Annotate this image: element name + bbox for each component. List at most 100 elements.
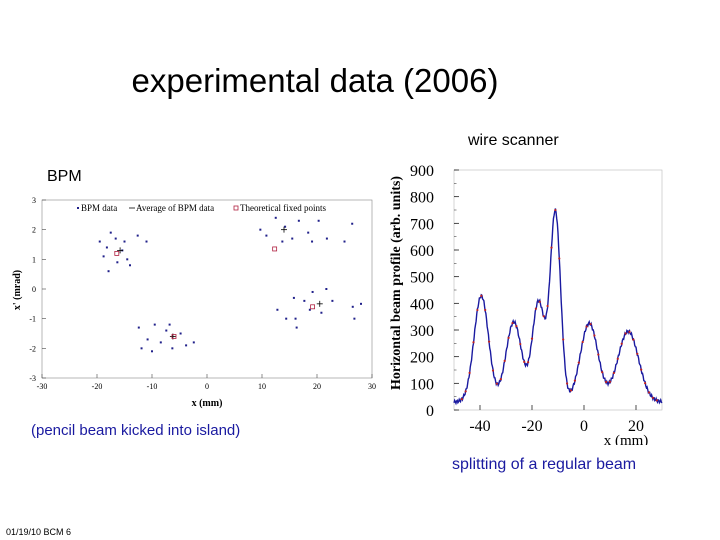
- bpm-average-point: [117, 247, 124, 254]
- profile-data-point: [488, 340, 491, 343]
- bpm-data-point: [294, 317, 297, 320]
- bpm-data-point: [179, 332, 182, 335]
- bpm-y-tick-label: -1: [29, 315, 36, 324]
- wire-scanner-label: wire scanner: [468, 132, 559, 149]
- bpm-data-point: [259, 228, 262, 231]
- profile-plot-frame: [453, 169, 663, 411]
- bpm-data-point: [145, 240, 148, 243]
- slide-footer: 01/19/10 BCM 6: [6, 527, 72, 537]
- bpm-data-point: [281, 240, 284, 243]
- profile-data-point: [534, 307, 537, 310]
- profile-data-point: [581, 340, 584, 344]
- profile-data-point: [468, 371, 471, 374]
- bpm-data-point: [165, 329, 168, 332]
- profile-data-point: [647, 391, 651, 394]
- bpm-data-point: [171, 347, 174, 350]
- profile-y-tick-label: 600: [410, 243, 434, 260]
- profile-data-point: [523, 360, 526, 363]
- bpm-data-point: [284, 225, 287, 228]
- bpm-theory-point: [310, 304, 316, 310]
- profile-data-point: [566, 382, 569, 385]
- profile-data-point: [472, 341, 475, 344]
- legend-marker-theory: [233, 205, 239, 211]
- bpm-x-axis-label: x (mm): [192, 398, 223, 409]
- profile-data-point: [577, 361, 580, 364]
- bpm-data-point: [351, 222, 354, 225]
- profile-data-point: [644, 382, 647, 385]
- profile-y-tick-label: 300: [410, 323, 434, 340]
- legend-marker-bpm-data: [77, 207, 79, 209]
- bpm-y-tick-label: 2: [32, 226, 36, 235]
- profile-data-point: [573, 379, 576, 382]
- profile-y-tick-label: 800: [410, 190, 434, 207]
- bpm-data-point: [168, 323, 171, 326]
- profile-data-point: [480, 294, 483, 297]
- bpm-data-point: [151, 350, 153, 353]
- profile-y-axis-label: Horizontal beam profile (arb. units): [389, 176, 404, 390]
- profile-data-point: [491, 369, 495, 372]
- bpm-data-point: [303, 299, 306, 302]
- profile-data-point: [589, 322, 592, 326]
- profile-x-tick-label: -20: [521, 418, 542, 435]
- profile-data-point: [612, 371, 615, 375]
- profile-y-tick-label: 200: [410, 350, 434, 367]
- profile-data-point: [558, 257, 561, 260]
- profile-data-point: [640, 368, 643, 371]
- profile-data-point: [605, 380, 608, 384]
- profile-data-point: [616, 357, 619, 360]
- bpm-data-point: [265, 234, 268, 237]
- profile-data-point: [538, 300, 541, 303]
- profile-data-point: [593, 334, 596, 337]
- bpm-y-tick-label: -3: [29, 374, 36, 383]
- bpm-data-point: [136, 234, 139, 237]
- bpm-data-point: [317, 219, 320, 222]
- bpm-x-tick-label: 20: [313, 382, 321, 391]
- profile-y-tick-label: 700: [410, 216, 434, 233]
- bpm-plot-frame: [41, 199, 373, 379]
- profile-y-tick-label: 900: [410, 163, 434, 180]
- bpm-data-point: [353, 317, 356, 320]
- profile-x-tick-label: 20: [628, 418, 644, 435]
- bpm-data-point: [320, 311, 323, 314]
- bpm-data-point: [325, 237, 328, 240]
- profile-data-point: [542, 315, 545, 318]
- profile-data-point: [601, 371, 604, 374]
- profile-data-point: [620, 342, 623, 345]
- profile-data-point: [585, 325, 588, 328]
- bpm-data-point: [308, 308, 311, 311]
- bpm-data-point: [105, 246, 108, 249]
- bpm-data-point: [351, 305, 354, 308]
- bpm-data-point: [107, 270, 110, 273]
- bpm-data-point: [360, 302, 362, 305]
- legend-entry: Theoretical fixed points: [240, 203, 326, 213]
- bpm-data-point: [185, 344, 188, 347]
- bpm-data-point: [291, 237, 294, 240]
- bpm-y-tick-label: -2: [29, 344, 36, 353]
- profile-data-point: [651, 396, 654, 399]
- bpm-data-point: [146, 338, 149, 341]
- bpm-data-point: [114, 237, 117, 240]
- bpm-data-point: [331, 299, 334, 302]
- profile-data-point: [655, 399, 658, 402]
- profile-y-tick-label: 100: [410, 376, 434, 393]
- profile-caption: splitting of a regular beam: [452, 456, 637, 473]
- profile-data-point: [597, 353, 600, 356]
- bpm-y-tick-label: 1: [32, 255, 36, 264]
- profile-data-point: [507, 336, 510, 339]
- profile-data-point: [484, 308, 487, 312]
- bpm-data-point: [343, 240, 346, 243]
- bpm-data-point: [292, 296, 295, 299]
- bpm-y-tick-label: 0: [32, 285, 36, 294]
- bpm-data-point: [116, 261, 119, 264]
- profile-data-point: [530, 337, 534, 340]
- bpm-data-point: [295, 326, 298, 329]
- profile-data-point: [628, 330, 631, 333]
- bpm-x-tick-label: 10: [258, 382, 266, 391]
- bpm-data-point: [274, 216, 277, 219]
- profile-data-point: [624, 332, 627, 335]
- profile-data-point: [632, 338, 635, 341]
- bpm-data-point: [140, 347, 143, 350]
- legend-entry: Average of BPM data: [136, 203, 214, 213]
- bpm-data-point: [153, 323, 156, 326]
